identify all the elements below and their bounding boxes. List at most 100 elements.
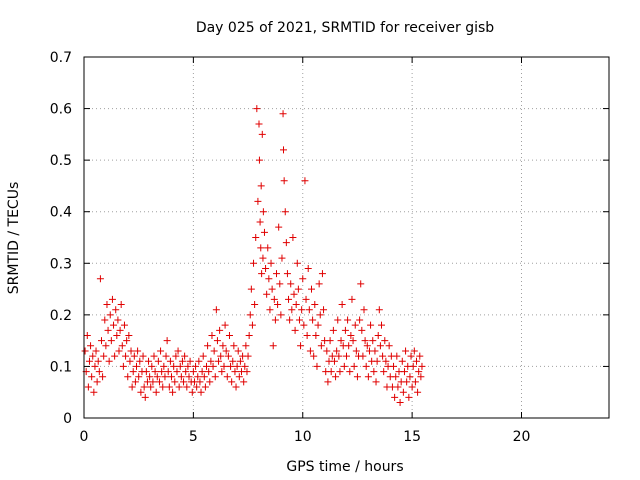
data-point — [276, 280, 284, 288]
data-point — [131, 378, 139, 386]
data-point — [217, 352, 225, 360]
data-point — [188, 388, 196, 396]
data-point — [265, 275, 273, 283]
data-point — [178, 357, 186, 365]
data-point — [181, 352, 189, 360]
data-point — [189, 368, 197, 376]
data-point — [233, 362, 241, 370]
data-point — [162, 352, 170, 360]
data-point — [141, 393, 149, 401]
data-point — [228, 378, 236, 386]
data-point — [213, 337, 221, 345]
data-point — [221, 321, 229, 329]
data-point — [359, 352, 367, 360]
y-tick-label: 0.5 — [50, 153, 72, 169]
data-point — [375, 306, 383, 314]
data-point — [145, 357, 153, 365]
data-point — [279, 110, 287, 118]
data-point — [105, 357, 113, 365]
data-point — [152, 388, 160, 396]
data-point — [302, 295, 310, 303]
data-point — [327, 368, 335, 376]
data-point — [317, 342, 325, 350]
data-point — [318, 270, 326, 278]
data-point — [91, 362, 99, 370]
data-point — [90, 388, 98, 396]
data-point — [195, 357, 203, 365]
data-point — [295, 316, 303, 324]
data-point — [112, 306, 120, 314]
data-point — [352, 347, 360, 355]
data-point — [222, 347, 230, 355]
data-point — [83, 331, 91, 339]
data-point — [269, 342, 277, 350]
data-point — [405, 393, 413, 401]
data-point — [111, 352, 119, 360]
data-point — [357, 280, 365, 288]
data-point — [380, 368, 388, 376]
y-tick-labels: 0 0.1 0.2 0.3 0.4 0.5 0.6 0.7 — [50, 50, 72, 427]
data-point — [96, 275, 104, 283]
data-point — [219, 342, 227, 350]
data-point — [311, 301, 319, 309]
data-point — [184, 362, 192, 370]
y-tick-label: 0.6 — [50, 102, 72, 118]
data-point — [247, 285, 255, 293]
data-point — [382, 357, 390, 365]
data-point — [128, 383, 136, 391]
data-point — [372, 378, 380, 386]
data-point — [142, 368, 150, 376]
data-point — [364, 373, 372, 381]
data-point — [135, 373, 143, 381]
axis-ticks — [83, 56, 609, 419]
data-point — [172, 352, 180, 360]
data-point — [360, 306, 368, 314]
data-point — [159, 383, 167, 391]
data-point — [347, 331, 355, 339]
data-point — [161, 373, 169, 381]
data-point — [164, 368, 172, 376]
data-point — [146, 373, 154, 381]
data-point — [176, 362, 184, 370]
data-point — [123, 337, 131, 345]
data-point — [400, 368, 408, 376]
data-point — [270, 295, 278, 303]
data-point — [303, 331, 311, 339]
data-point — [170, 362, 178, 370]
data-point — [218, 368, 226, 376]
data-point — [356, 316, 364, 324]
data-point — [241, 362, 249, 370]
data-point — [278, 254, 286, 262]
data-point — [223, 373, 231, 381]
data-point — [204, 342, 212, 350]
data-point — [351, 321, 359, 329]
data-point — [209, 362, 217, 370]
data-point — [245, 331, 253, 339]
data-point — [85, 357, 93, 365]
data-point — [416, 352, 424, 360]
data-point — [418, 362, 426, 370]
data-point — [369, 337, 377, 345]
x-tick-label: 20 — [513, 429, 531, 445]
data-point — [114, 316, 122, 324]
data-point — [106, 311, 114, 319]
data-point — [399, 388, 407, 396]
data-point — [244, 352, 252, 360]
data-point — [200, 373, 208, 381]
data-point — [119, 362, 127, 370]
data-point — [310, 352, 318, 360]
data-point — [116, 326, 124, 334]
data-point — [376, 342, 384, 350]
data-point — [155, 378, 163, 386]
data-point — [186, 357, 194, 365]
data-point — [314, 321, 322, 329]
data-point — [254, 197, 262, 205]
data-point — [281, 208, 289, 216]
data-point — [252, 234, 260, 241]
data-point — [353, 373, 361, 381]
data-point — [120, 321, 128, 329]
data-point — [330, 357, 338, 365]
x-axis-label: GPS time / hours — [286, 459, 403, 475]
data-point — [259, 254, 267, 262]
data-point — [193, 383, 201, 391]
